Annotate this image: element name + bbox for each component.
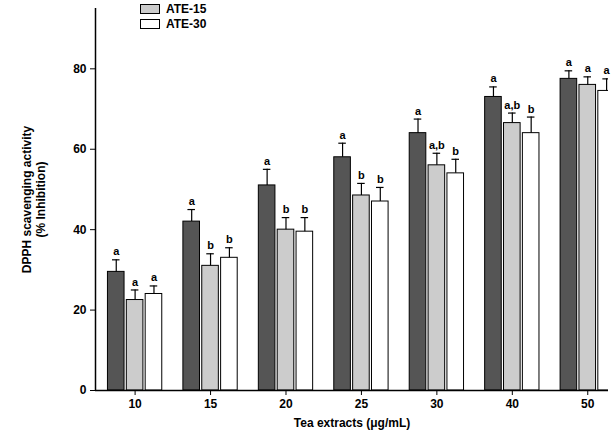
svg-text:b: b — [207, 239, 214, 251]
svg-text:DPPH scavenging activity(% Inh: DPPH scavenging activity(% Inhibition) — [20, 125, 48, 273]
svg-text:60: 60 — [73, 142, 87, 156]
svg-text:b: b — [301, 203, 308, 215]
svg-text:20: 20 — [279, 397, 293, 411]
svg-text:Tea extracts (μg/mL): Tea extracts (μg/mL) — [294, 416, 410, 430]
svg-text:b: b — [226, 233, 233, 245]
svg-text:20: 20 — [73, 303, 87, 317]
svg-text:b: b — [283, 203, 290, 215]
html-text:ATE-30: ATE-30 — [166, 16, 207, 31]
svg-text:a: a — [566, 56, 573, 68]
svg-text:a,b: a,b — [504, 99, 520, 111]
svg-text:40: 40 — [506, 397, 520, 411]
svg-text:b: b — [528, 103, 535, 115]
svg-text:a: a — [585, 62, 592, 74]
svg-text:10: 10 — [128, 397, 142, 411]
svg-text:a: a — [113, 245, 120, 257]
svg-text:b: b — [377, 173, 384, 185]
svg-text:b: b — [452, 145, 459, 157]
svg-text:50: 50 — [581, 397, 595, 411]
svg-text:a: a — [340, 129, 347, 141]
svg-text:a: a — [189, 195, 196, 207]
svg-text:a: a — [490, 72, 497, 84]
svg-text:30: 30 — [430, 397, 444, 411]
svg-text:15: 15 — [204, 397, 218, 411]
svg-text:a: a — [415, 105, 422, 117]
svg-text:a: a — [151, 271, 158, 283]
svg-text:a: a — [604, 64, 611, 76]
svg-text:a: a — [264, 155, 271, 167]
svg-text:80: 80 — [73, 62, 87, 76]
svg-text:b: b — [358, 169, 365, 181]
svg-text:a: a — [132, 275, 139, 287]
svg-text:40: 40 — [73, 222, 87, 236]
svg-text:0: 0 — [80, 383, 87, 397]
svg-text:a,b: a,b — [429, 139, 445, 151]
svg-text:25: 25 — [355, 397, 369, 411]
html-text:ATE-15: ATE-15 — [166, 1, 207, 16]
